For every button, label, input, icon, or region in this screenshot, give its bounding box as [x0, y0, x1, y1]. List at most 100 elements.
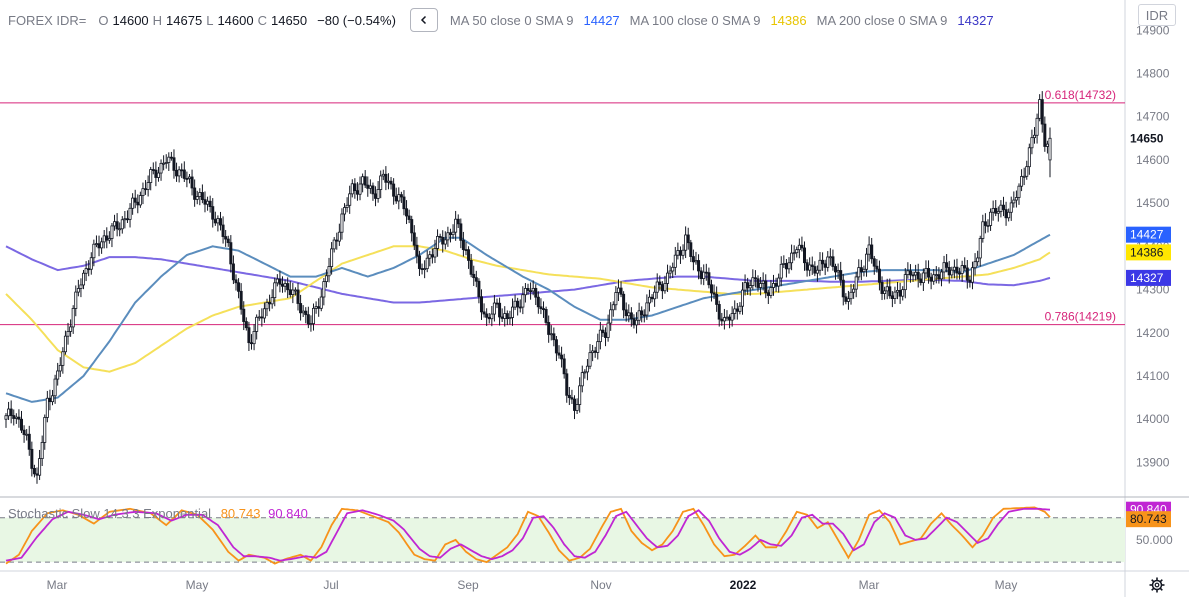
- candle-body: [412, 232, 416, 246]
- candle-body: [286, 283, 290, 291]
- candle-body: [598, 329, 602, 343]
- candle-body: [226, 238, 230, 244]
- candle-body: [655, 281, 659, 293]
- candle-body: [451, 231, 455, 236]
- candle-body: [477, 280, 481, 298]
- candle-body: [149, 169, 153, 183]
- candle-body: [890, 295, 894, 299]
- candle-body: [1022, 175, 1026, 178]
- candle-body: [560, 354, 564, 360]
- stoch-d-line: [5, 507, 1051, 562]
- collapse-legend-button[interactable]: [409, 8, 438, 32]
- candle-body: [852, 288, 856, 293]
- candle-body: [552, 333, 556, 341]
- gear-icon: [1149, 577, 1165, 593]
- candle-body: [1007, 211, 1011, 219]
- candle-body: [198, 192, 202, 197]
- candle-body: [71, 308, 75, 328]
- settings-gear-icon[interactable]: [1148, 576, 1166, 594]
- candle-body: [74, 291, 78, 309]
- candle-body: [211, 206, 215, 220]
- time-axis-label: Sep: [457, 578, 479, 592]
- candle-body: [487, 316, 491, 320]
- candle-body: [826, 256, 830, 268]
- candle-body: [637, 310, 641, 321]
- candle-body: [131, 197, 135, 209]
- candle-body: [363, 176, 367, 186]
- candle-body: [676, 250, 680, 256]
- candle-body: [717, 304, 721, 320]
- candle-body: [505, 313, 509, 320]
- candle-body: [301, 310, 305, 314]
- candle-body: [482, 311, 486, 315]
- candle-body: [448, 232, 452, 236]
- candle-body: [846, 298, 850, 302]
- candle-body: [836, 270, 840, 273]
- candle-body: [813, 266, 817, 274]
- candle-body: [565, 373, 569, 396]
- candle-body: [415, 244, 419, 257]
- candle-body: [593, 350, 597, 353]
- candle-body: [22, 429, 26, 435]
- candle-body: [642, 314, 646, 317]
- candle-body: [1038, 99, 1042, 119]
- candle-body: [619, 287, 623, 295]
- candle-body: [950, 269, 954, 276]
- candle-body: [14, 416, 18, 419]
- candle-body: [200, 192, 204, 201]
- candle-body: [792, 252, 796, 255]
- stoch-k-line: [5, 506, 1051, 565]
- candle-body: [180, 169, 184, 172]
- candle-body: [1030, 137, 1034, 149]
- time-axis-label: May: [186, 578, 209, 592]
- high-label: H: [152, 12, 163, 28]
- candle-body: [823, 263, 827, 268]
- candle-body: [981, 221, 985, 239]
- candle-body: [875, 265, 879, 270]
- candle-body: [562, 358, 566, 375]
- candle-body: [668, 270, 672, 274]
- candle-body: [314, 306, 318, 309]
- candle-body: [947, 267, 951, 276]
- candle-body: [252, 331, 256, 345]
- candle-body: [989, 211, 993, 226]
- candle-body: [965, 267, 969, 281]
- candle-body: [430, 254, 434, 258]
- candle-body: [911, 274, 915, 277]
- price-tick-label: 14300: [1136, 283, 1170, 297]
- candle-body: [309, 323, 313, 326]
- candle-body: [898, 290, 902, 297]
- candle-body: [48, 397, 52, 403]
- candle-body: [1032, 134, 1036, 139]
- candle-body: [327, 266, 331, 277]
- candle-body: [417, 255, 421, 269]
- candle-body: [653, 291, 657, 300]
- candle-body: [485, 313, 489, 318]
- candle-body: [146, 182, 150, 190]
- candle-body: [291, 289, 295, 295]
- candle-body: [536, 296, 540, 308]
- candle-body: [815, 269, 819, 274]
- candle-body: [970, 267, 974, 283]
- stoch-d-value: 90.840: [268, 506, 308, 521]
- candle-body: [924, 268, 928, 274]
- candle-body: [707, 272, 711, 286]
- candle-body: [542, 308, 546, 311]
- candle-body: [428, 254, 432, 259]
- candle-body: [255, 316, 259, 332]
- candle-body: [87, 268, 91, 271]
- stoch-k-badge-label: 80.743: [1130, 512, 1167, 526]
- candle-body: [1017, 185, 1021, 198]
- candle-body: [56, 370, 60, 380]
- candle-body: [963, 265, 967, 269]
- candle-body: [474, 277, 478, 282]
- candle-body: [249, 342, 253, 345]
- symbol-selector-button[interactable]: IDR: [1138, 4, 1176, 26]
- candle-body: [208, 200, 212, 207]
- open-value: 14600: [112, 12, 149, 28]
- candle-body: [498, 302, 502, 318]
- price-tick-label: 14600: [1136, 153, 1170, 167]
- candle-body: [903, 274, 907, 291]
- candle-body: [862, 268, 866, 273]
